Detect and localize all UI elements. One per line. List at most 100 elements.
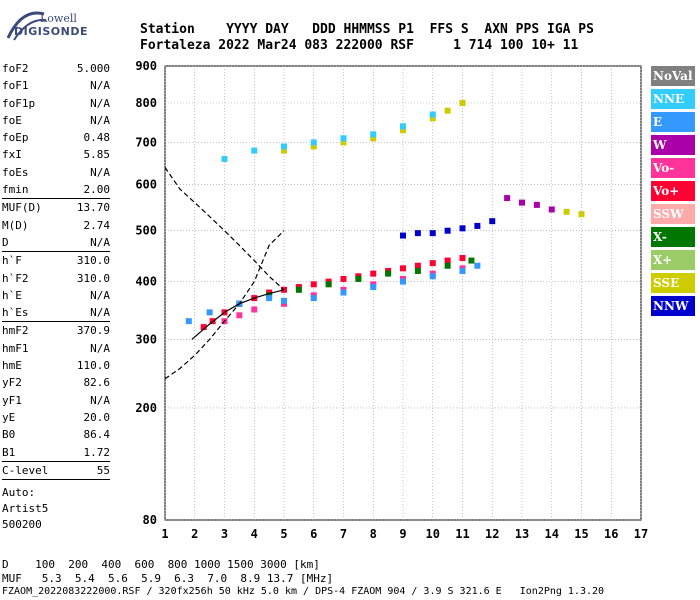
- legend-item: NoVal: [651, 66, 695, 86]
- param-value: 1.72: [83, 445, 111, 459]
- param-row: M(D) 2.74: [2, 217, 110, 234]
- echo-point: [429, 111, 436, 118]
- x-tick-label: 17: [634, 527, 648, 541]
- legend-item: X-: [651, 227, 695, 247]
- param-value: N/A: [90, 113, 110, 127]
- param-name: foF1p: [2, 96, 36, 110]
- echo-point: [340, 135, 347, 142]
- param-value: N/A: [90, 341, 110, 355]
- y-tick-label: 500: [135, 224, 157, 238]
- x-tick-label: 6: [310, 527, 317, 541]
- legend-item: SSW: [651, 204, 695, 224]
- x-tick-label: 11: [455, 527, 469, 541]
- legend-item: NNE: [651, 89, 695, 109]
- echo-point: [400, 278, 406, 285]
- y-tick-label: 200: [135, 401, 157, 415]
- param-divider: [2, 321, 110, 323]
- echo-point: [295, 286, 302, 293]
- echo-point: [400, 265, 406, 272]
- auto-code: 500200: [2, 518, 42, 531]
- y-tick-label: 800: [135, 96, 157, 110]
- param-name: hmF1: [2, 341, 29, 355]
- echo-point: [370, 270, 377, 277]
- param-divider: [2, 251, 110, 253]
- param-name: hmE: [2, 359, 22, 373]
- echo-point: [325, 281, 332, 288]
- x-tick-label: 14: [545, 527, 559, 541]
- parameter-panel: foF2 5.000 foF1 N/A foF1p N/A foE N/A foEp 0.48 fx…: [2, 60, 111, 481]
- param-value: 370.9: [76, 324, 110, 338]
- echo-point: [578, 211, 585, 218]
- echo-point: [266, 295, 273, 302]
- param-row: fmin 2.00: [2, 181, 110, 198]
- param-divider: [2, 479, 110, 481]
- x-tick-label: 4: [251, 527, 258, 541]
- echo-point: [200, 324, 207, 331]
- param-name: foF2: [2, 62, 29, 75]
- echo-point: [251, 306, 258, 313]
- param-value: 5.85: [83, 148, 111, 162]
- param-name: foEs: [2, 165, 29, 179]
- param-row: foF1 N/A: [2, 77, 110, 94]
- echo-point: [429, 273, 436, 280]
- echo-point: [340, 289, 347, 296]
- echo-point: [310, 143, 317, 150]
- echo-point: [310, 295, 317, 302]
- x-tick-label: 8: [370, 527, 377, 541]
- echo-point: [459, 267, 466, 274]
- param-row: hmF2 370.9: [2, 322, 110, 339]
- muf-row: MUF 5.3 5.4 5.6 5.9 6.3 7.0 8.9 13.7 [MH…: [2, 572, 334, 585]
- param-value: 0.48: [83, 131, 111, 145]
- legend-item: Vo-: [651, 158, 695, 178]
- param-value: 2.00: [83, 183, 111, 197]
- param-name: yF2: [2, 376, 22, 390]
- param-divider: [2, 198, 110, 200]
- y-tick-label: 300: [135, 332, 157, 346]
- echo-point: [370, 131, 377, 138]
- echo-point: [548, 206, 555, 213]
- param-name: MUF(D): [2, 201, 42, 215]
- echo-point: [281, 147, 287, 154]
- param-name: M(D): [2, 218, 29, 232]
- echo-point: [340, 139, 347, 146]
- echo-point: [519, 199, 525, 206]
- param-name: h`F2: [2, 271, 29, 285]
- param-row: C-level 55: [2, 462, 110, 479]
- param-row: D N/A: [2, 234, 110, 251]
- footer-line: FZAOM_2022083222000.RSF / 320fx256h 50 k…: [2, 586, 605, 597]
- param-name: B1: [2, 445, 16, 459]
- param-name: foE: [2, 113, 22, 127]
- param-value: 2.74: [83, 218, 111, 232]
- param-name: D: [2, 235, 9, 249]
- echo-point: [281, 143, 287, 150]
- x-tick-label: 5: [280, 527, 287, 541]
- param-name: fmin: [2, 183, 29, 197]
- y-tick-label: 400: [135, 275, 157, 289]
- param-row: B0 86.4: [2, 426, 110, 443]
- param-name: fxI: [2, 148, 22, 162]
- echo-point: [251, 147, 258, 154]
- x-tick-label: 1: [161, 527, 168, 541]
- param-name: yF1: [2, 393, 22, 407]
- legend-item: W: [651, 135, 695, 155]
- param-value: 310.0: [76, 271, 110, 285]
- param-value: 5.000: [76, 62, 110, 75]
- echo-point: [444, 257, 451, 264]
- param-name: foEp: [2, 131, 29, 145]
- auto-artist: Artist5: [2, 502, 49, 515]
- auto-label: Auto:: [2, 486, 36, 499]
- param-name: yE: [2, 410, 16, 424]
- digisonde-logo: [4, 6, 74, 46]
- param-value: N/A: [90, 288, 110, 302]
- param-row: foE N/A: [2, 112, 110, 129]
- param-row: B1 1.72: [2, 444, 110, 461]
- legend-item: X+: [651, 250, 695, 270]
- param-row: h`F 310.0: [2, 252, 110, 269]
- param-row: foF2 5.000: [2, 60, 110, 77]
- param-value: N/A: [90, 393, 110, 407]
- x-tick-label: 15: [574, 527, 588, 541]
- echo-point: [533, 201, 540, 208]
- echo-point: [474, 262, 481, 269]
- echo-point: [444, 227, 451, 234]
